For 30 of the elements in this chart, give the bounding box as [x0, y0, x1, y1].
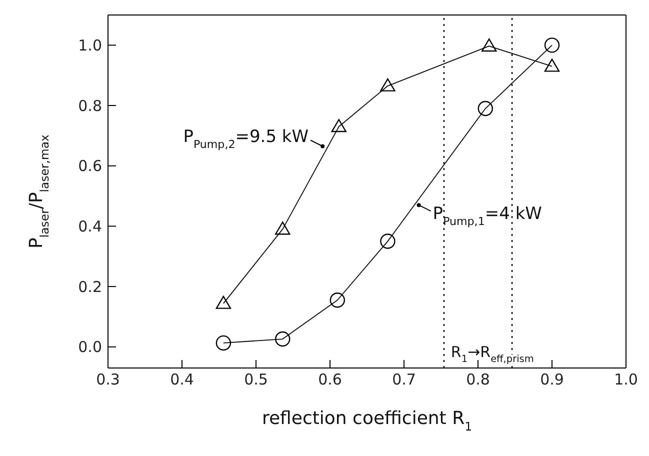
point	[478, 100, 493, 116]
point	[275, 222, 290, 235]
annotation: P$_{Pump,1}$=4 kW	[432, 204, 542, 228]
point	[380, 78, 396, 92]
x-tick-label: 0.7	[392, 370, 416, 389]
x-tick-label: 1.0	[614, 370, 638, 389]
x-tick-label: 0.8	[466, 370, 490, 389]
y-tick-label: 0.2	[78, 278, 102, 296]
y-tick-label: 0.0	[78, 338, 102, 356]
point	[330, 292, 345, 308]
x-tick-label: 0.6	[318, 370, 342, 389]
y-tick-label: 0.4	[78, 218, 102, 236]
x-tick-label: 0.5	[244, 370, 268, 389]
annotation: R$_{1}$→R$_{eff,prism}$	[450, 342, 534, 366]
y-tick-label: 0.8	[78, 96, 102, 115]
annotation: P$_{Pump,2}$=9.5 kW	[183, 127, 309, 152]
x-tick-label: 0.3	[96, 370, 120, 389]
point	[331, 119, 346, 132]
x-tick-label: 0.4	[170, 370, 194, 389]
point	[275, 331, 290, 347]
point	[544, 58, 560, 72]
point	[216, 335, 232, 351]
point	[380, 234, 396, 249]
point	[544, 38, 560, 53]
y-tick-label: 0.6	[78, 157, 102, 176]
x-axis-title: reflection coefficient R$_{1}$	[262, 408, 472, 434]
y-tick-label: 1.0	[78, 36, 102, 54]
point	[216, 296, 232, 309]
x-tick-label: 0.9	[540, 370, 564, 389]
point	[482, 38, 497, 52]
